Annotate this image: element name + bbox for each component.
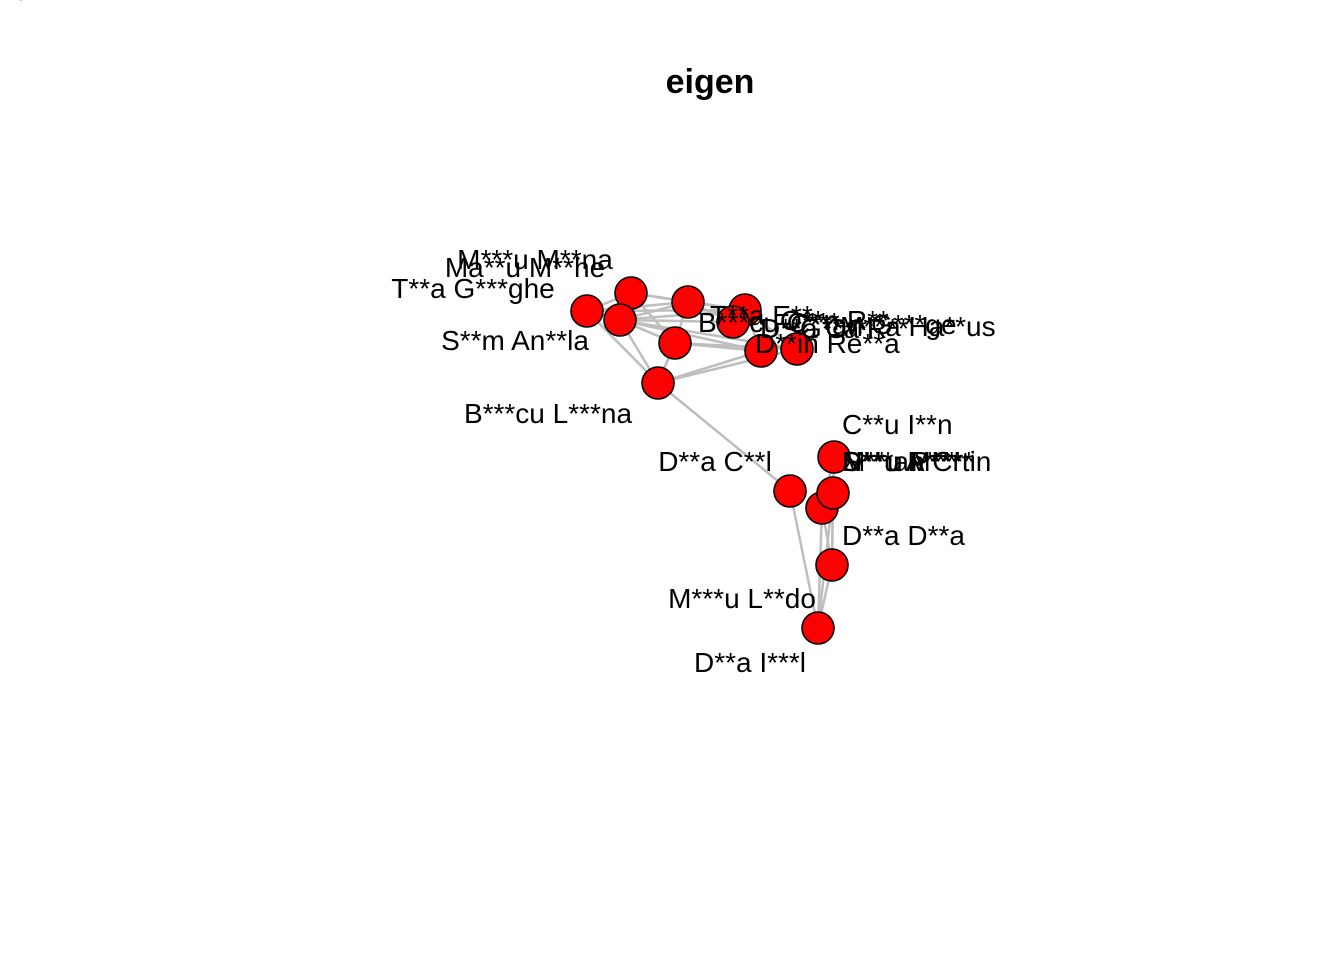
graph-node — [716, 305, 750, 339]
node-label: B**u U** — [0, 0, 53, 6]
node-label: D**a C**l — [658, 446, 772, 477]
node-label: G**a R** — [800, 313, 909, 344]
graph-edge — [657, 382, 791, 492]
node-label: S***an C** — [842, 446, 974, 477]
graph-edge — [788, 490, 820, 629]
node-label: M***u L**do — [668, 583, 816, 614]
graph-edge — [619, 318, 734, 324]
graph-node — [773, 474, 807, 508]
node-layer — [570, 276, 851, 645]
graph-edge — [586, 310, 659, 384]
graph-title: eigen — [666, 63, 755, 101]
node-label: O**n R** — [780, 305, 889, 336]
graph-node — [815, 548, 849, 582]
graph-node — [744, 334, 778, 368]
node-label: D**u M**rtin — [842, 446, 991, 477]
node-label: D**a I***l — [694, 647, 806, 678]
node-label: C**an G***ge — [790, 309, 957, 340]
label-layer: Ma**u M**heM***u M**naT**a G***ghe S**m A… — [0, 0, 996, 678]
graph-node — [603, 303, 637, 337]
node-label: B***cu L***na — [464, 398, 633, 429]
node-label: B***cu C*** — [698, 307, 840, 338]
node-label: T**a E** — [710, 300, 813, 331]
node-label: C**u I**n — [842, 409, 953, 440]
node-label: S**m An**la — [441, 325, 589, 356]
graph-node — [801, 611, 835, 645]
node-label: M**a Ha**us — [840, 311, 996, 342]
graph-node — [817, 440, 851, 474]
node-label: Ma**u M**he — [445, 252, 605, 283]
graph-node — [816, 476, 850, 510]
graph-node — [658, 326, 692, 360]
graph-node — [570, 294, 604, 328]
graph-node — [641, 366, 675, 400]
node-label: M***u M**na — [457, 244, 613, 275]
graph-node — [780, 332, 814, 366]
node-label: D**in Re**a — [755, 328, 900, 359]
node-label: N**u A*** — [842, 446, 957, 477]
node-label: M**u P*** — [842, 446, 962, 477]
node-label: D**a C**l — [760, 313, 874, 344]
graph-node — [671, 285, 705, 319]
node-label: D**a D**a — [842, 520, 965, 551]
node-label: T**a G***ghe — [391, 273, 554, 304]
